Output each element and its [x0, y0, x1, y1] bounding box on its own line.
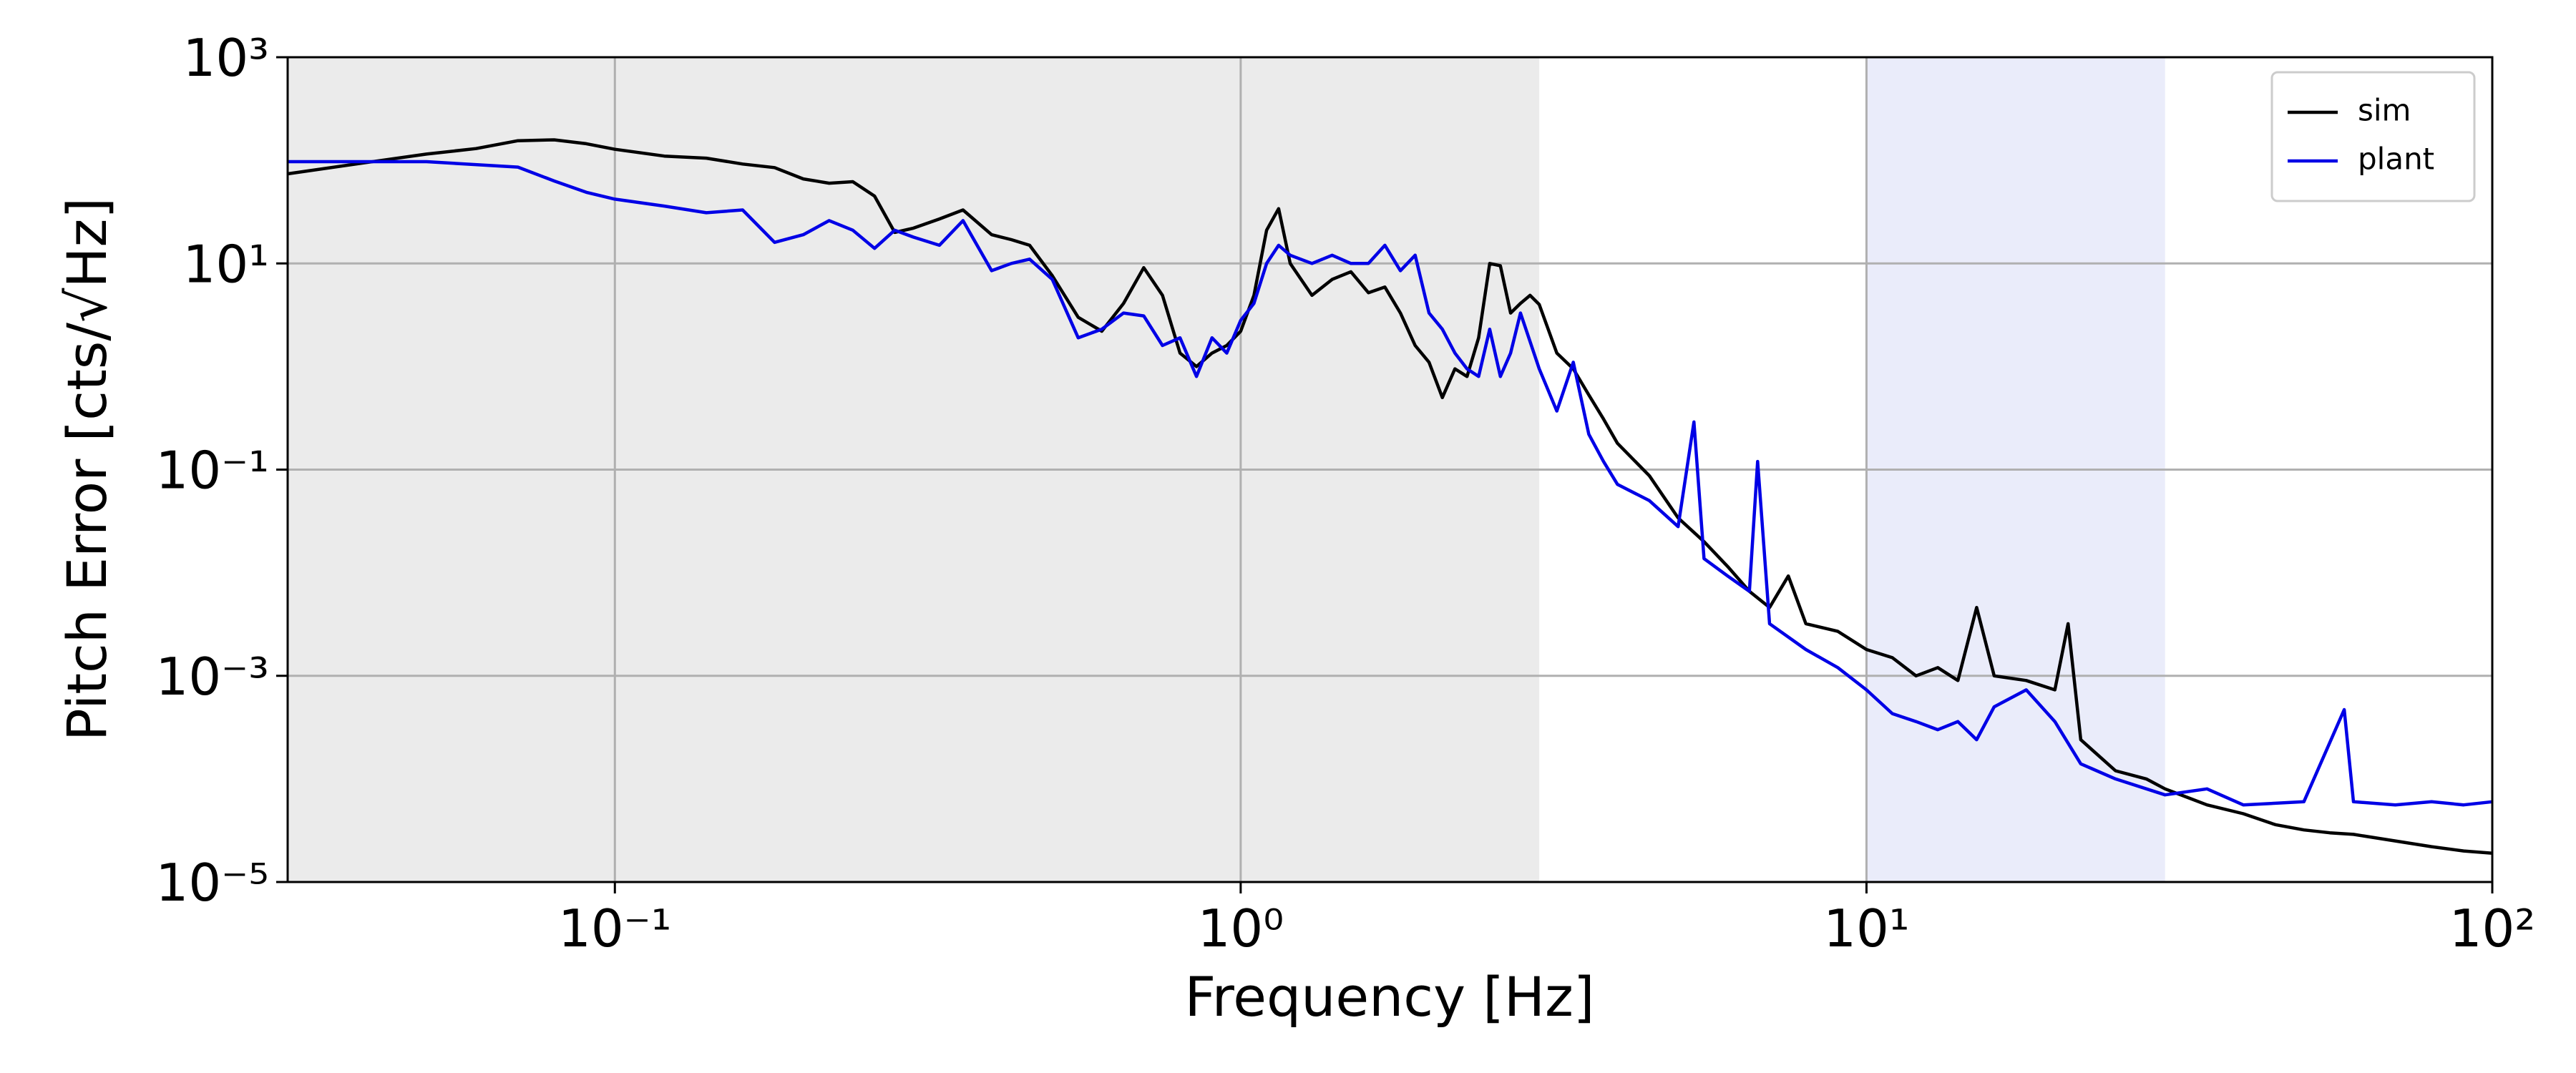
- x-tick-label: 10⁻¹: [558, 898, 671, 959]
- x-tick-label: 10⁰: [1198, 898, 1284, 959]
- legend-label: sim: [2358, 93, 2411, 128]
- tick-layer: 10⁻¹ 10⁰ 10¹ 10² 10⁻⁵ 10⁻³ 10⁻¹ 10¹ 10³: [156, 28, 2536, 959]
- legend-label: plant: [2358, 142, 2434, 177]
- grid-layer: [288, 57, 2492, 882]
- y-axis-label: Pitch Error [cts/√Hz]: [55, 197, 119, 741]
- legend: sim plant: [2270, 71, 2476, 202]
- y-tick-label: 10³: [183, 28, 269, 88]
- series-line: [288, 160, 2493, 807]
- x-axis-label: Frequency [Hz]: [1184, 965, 1594, 1029]
- x-tick-label: 10²: [2449, 898, 2535, 959]
- x-tick-label: 10¹: [1823, 898, 1909, 959]
- line-layer: [287, 138, 2493, 856]
- legend-box: [2270, 71, 2476, 202]
- y-tick-label: 10⁻¹: [156, 441, 269, 501]
- series-line: [287, 138, 2493, 856]
- y-tick-label: 10⁻⁵: [156, 853, 269, 913]
- y-tick-label: 10⁻³: [156, 647, 269, 707]
- y-tick-label: 10¹: [183, 234, 269, 294]
